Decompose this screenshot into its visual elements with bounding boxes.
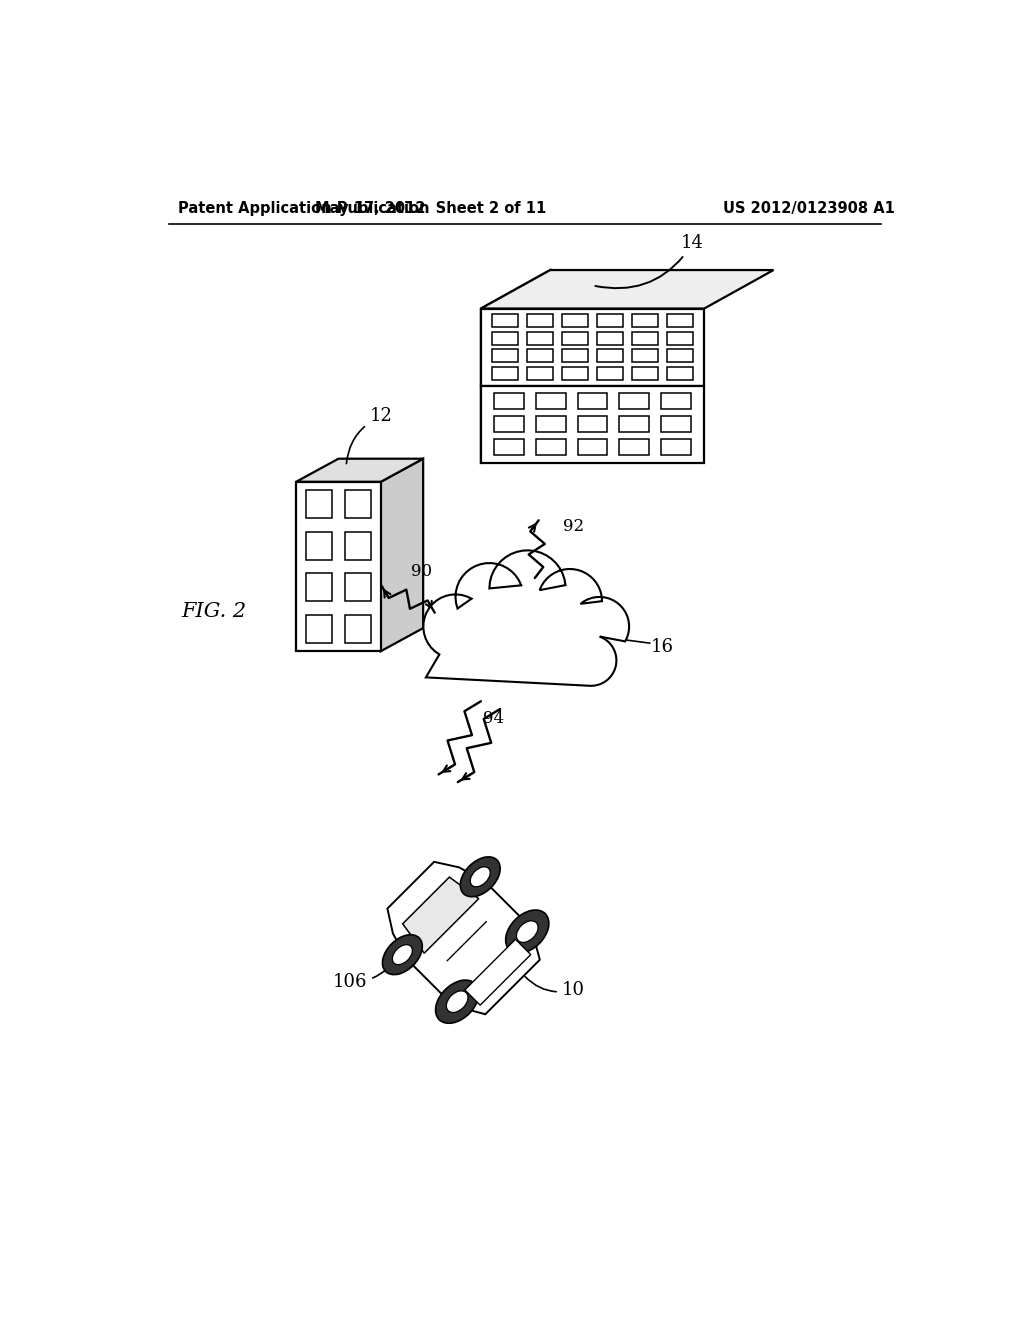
Polygon shape xyxy=(387,862,540,1014)
Bar xyxy=(632,314,658,327)
Text: 14: 14 xyxy=(595,234,705,288)
Bar xyxy=(527,314,553,327)
Bar xyxy=(562,367,588,380)
Bar xyxy=(668,367,693,380)
Ellipse shape xyxy=(516,921,538,942)
Polygon shape xyxy=(481,309,705,385)
Bar xyxy=(492,367,518,380)
Polygon shape xyxy=(402,876,479,953)
Polygon shape xyxy=(481,271,550,462)
Bar xyxy=(668,331,693,345)
Ellipse shape xyxy=(470,867,490,887)
Text: 12: 12 xyxy=(346,408,392,463)
Bar xyxy=(345,573,371,601)
Bar xyxy=(668,314,693,327)
Bar xyxy=(492,350,518,363)
Polygon shape xyxy=(381,459,423,651)
Bar xyxy=(662,416,691,432)
Bar xyxy=(562,331,588,345)
Bar xyxy=(620,416,649,432)
Bar xyxy=(632,331,658,345)
Bar xyxy=(306,573,332,601)
Ellipse shape xyxy=(461,857,500,896)
Bar xyxy=(578,416,607,432)
Text: FIG. 2: FIG. 2 xyxy=(181,602,247,620)
Bar xyxy=(495,393,524,409)
Text: May 17, 2012  Sheet 2 of 11: May 17, 2012 Sheet 2 of 11 xyxy=(315,201,547,216)
Bar xyxy=(527,331,553,345)
Text: 16: 16 xyxy=(650,639,674,656)
Polygon shape xyxy=(423,550,629,686)
Ellipse shape xyxy=(506,909,549,953)
Ellipse shape xyxy=(382,935,422,974)
Bar xyxy=(632,367,658,380)
Bar xyxy=(345,532,371,560)
Bar xyxy=(620,438,649,455)
Bar xyxy=(306,490,332,517)
Bar xyxy=(578,393,607,409)
Bar xyxy=(562,350,588,363)
Polygon shape xyxy=(296,482,381,651)
Bar xyxy=(527,367,553,380)
Bar xyxy=(536,393,566,409)
Bar xyxy=(527,350,553,363)
Bar xyxy=(597,350,623,363)
Polygon shape xyxy=(465,940,530,1006)
Text: 90: 90 xyxy=(411,564,432,581)
Text: 92: 92 xyxy=(563,517,584,535)
Bar xyxy=(632,350,658,363)
Ellipse shape xyxy=(392,945,413,965)
Text: US 2012/0123908 A1: US 2012/0123908 A1 xyxy=(724,201,895,216)
Bar xyxy=(536,416,566,432)
Bar xyxy=(597,367,623,380)
Bar xyxy=(668,350,693,363)
Bar xyxy=(306,532,332,560)
Bar xyxy=(620,393,649,409)
Text: 106: 106 xyxy=(333,954,398,991)
Bar xyxy=(597,331,623,345)
Bar xyxy=(562,314,588,327)
Polygon shape xyxy=(481,385,705,462)
Bar xyxy=(495,438,524,455)
Bar xyxy=(492,314,518,327)
Bar xyxy=(306,615,332,643)
Bar xyxy=(492,331,518,345)
Text: 94: 94 xyxy=(483,710,505,727)
Ellipse shape xyxy=(435,979,479,1023)
Polygon shape xyxy=(481,271,773,309)
Text: 10: 10 xyxy=(525,977,585,999)
Bar xyxy=(597,314,623,327)
Bar xyxy=(345,490,371,517)
Bar xyxy=(536,438,566,455)
Polygon shape xyxy=(296,459,423,482)
Bar xyxy=(495,416,524,432)
Bar xyxy=(662,438,691,455)
Bar xyxy=(662,393,691,409)
Ellipse shape xyxy=(446,991,468,1012)
Text: Patent Application Publication: Patent Application Publication xyxy=(178,201,430,216)
Bar xyxy=(345,615,371,643)
Bar xyxy=(578,438,607,455)
